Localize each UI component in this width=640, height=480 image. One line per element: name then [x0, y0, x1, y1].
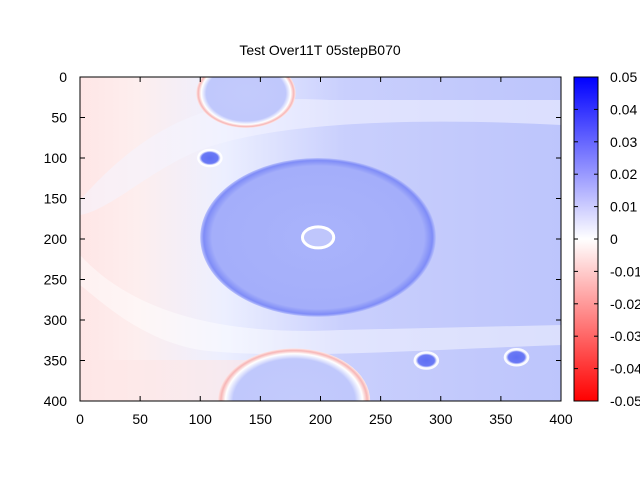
y-tick-label: 0 [59, 69, 67, 85]
y-tick-label: 400 [44, 393, 68, 409]
x-tick-label: 100 [189, 411, 213, 427]
colorbar-tick-label: 0.04 [610, 101, 637, 117]
x-tick-label: 400 [549, 411, 573, 427]
colorbar-tick-label: 0.05 [610, 69, 637, 85]
colorbar-tick-label: 0.02 [610, 166, 637, 182]
lower-white-band [80, 255, 561, 355]
small-disk [199, 150, 221, 166]
top-half-disk [196, 77, 296, 128]
center-ring [300, 225, 336, 250]
colorbar-tick-label: -0.04 [610, 361, 640, 377]
white-transition-band [80, 99, 561, 215]
colorbar-tick-label: -0.03 [610, 328, 640, 344]
bottom-half-disk [217, 348, 371, 401]
x-tick-label: 150 [249, 411, 273, 427]
y-tick-label: 300 [44, 312, 68, 328]
colorbar-tick-label: 0.03 [610, 134, 637, 150]
chart-title: Test Over11T 05stepB070 [239, 42, 401, 58]
y-tick-label: 50 [51, 110, 67, 126]
x-tick-label: 300 [429, 411, 453, 427]
colorbar-tick-label: 0.01 [610, 199, 637, 215]
y-tick-label: 250 [44, 272, 68, 288]
y-tick-label: 100 [44, 150, 68, 166]
colorbar-tick-label: -0.01 [610, 263, 640, 279]
small-disk [415, 353, 438, 368]
x-tick-label: 350 [489, 411, 513, 427]
x-tick-label: 200 [309, 411, 333, 427]
colorbar-ticks: 0.05 0.04 0.03 0.02 0.01 0 -0.01 -0.02 -0.03 -0.0… [574, 69, 640, 409]
y-tick-label: 350 [44, 353, 68, 369]
small-disk [505, 349, 528, 365]
y-tick-label: 200 [44, 231, 68, 247]
colorbar-tick-label: 0 [610, 231, 618, 247]
plot-area [80, 77, 561, 401]
colorbar-tick-label: -0.02 [610, 296, 640, 312]
colorbar-tick-label: -0.05 [610, 393, 640, 409]
y-axis-ticks: 0 50 100 150 200 250 300 350 400 [44, 69, 561, 409]
x-axis-ticks: 0 50 100 150 200 250 300 350 400 [76, 77, 573, 427]
x-tick-label: 0 [76, 411, 84, 427]
y-tick-label: 150 [44, 191, 68, 207]
heatmap-features [196, 77, 530, 401]
x-tick-label: 250 [369, 411, 393, 427]
x-tick-label: 50 [132, 411, 148, 427]
